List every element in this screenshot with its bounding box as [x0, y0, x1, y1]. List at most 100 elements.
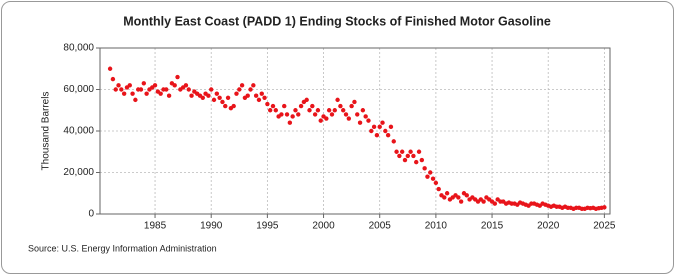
x-tick-label: 2010: [425, 221, 448, 232]
point: [158, 91, 163, 96]
point: [363, 114, 368, 119]
point: [425, 174, 430, 179]
point: [371, 124, 377, 130]
point: [411, 153, 416, 159]
point: [408, 149, 413, 154]
point: [346, 116, 352, 121]
point: [391, 139, 396, 144]
point: [394, 149, 399, 154]
point: [217, 95, 222, 101]
point: [422, 166, 427, 171]
point: [307, 108, 312, 113]
point: [355, 112, 360, 117]
point: [310, 103, 315, 109]
y-tick-label: 40,000: [63, 126, 94, 137]
y-tick-label: 20,000: [63, 167, 94, 178]
point: [419, 157, 425, 163]
source: Source: U.S. Energy Information Administ…: [28, 243, 217, 253]
point: [121, 91, 127, 96]
point: [304, 97, 309, 103]
point: [399, 149, 405, 154]
point: [223, 103, 228, 109]
point: [433, 180, 439, 186]
point: [225, 95, 231, 101]
point: [360, 108, 366, 113]
point: [253, 93, 259, 98]
point: [397, 153, 402, 159]
y-tick-label: 0: [88, 209, 94, 220]
x-tick-label: 2015: [481, 221, 504, 232]
point: [312, 112, 318, 117]
point: [267, 108, 273, 113]
point: [113, 87, 118, 92]
y-axis-label: Thousand Barrels: [41, 92, 52, 171]
point: [220, 99, 225, 105]
point: [293, 108, 298, 113]
point: [248, 87, 253, 92]
point: [234, 91, 239, 96]
point: [436, 186, 441, 192]
x-tick-label: 2005: [369, 221, 392, 232]
point: [259, 91, 264, 96]
point: [211, 97, 217, 103]
point: [385, 132, 391, 138]
point: [343, 112, 349, 117]
point: [273, 108, 279, 113]
point: [270, 103, 276, 109]
point: [251, 83, 256, 88]
point: [383, 128, 388, 134]
y-tick-label: 80,000: [63, 43, 94, 54]
frame: [1, 1, 674, 274]
point: [444, 191, 450, 196]
point: [279, 112, 284, 117]
x-tick-label: 1995: [256, 221, 279, 232]
point: [296, 112, 301, 117]
point: [341, 108, 346, 113]
plot-area: [99, 47, 611, 215]
point: [352, 99, 357, 105]
point: [315, 108, 321, 113]
point: [152, 83, 158, 88]
point: [298, 103, 304, 109]
point: [318, 118, 323, 123]
point: [374, 132, 380, 138]
point: [200, 95, 205, 101]
point: [442, 195, 447, 200]
point: [245, 93, 250, 98]
point: [369, 128, 374, 134]
point: [239, 83, 245, 88]
point: [349, 103, 354, 109]
y-tick-label: 60,000: [63, 84, 94, 95]
point: [172, 83, 177, 88]
point: [110, 76, 116, 82]
point: [262, 95, 267, 101]
point: [231, 103, 236, 109]
point: [214, 91, 220, 96]
point: [141, 81, 147, 86]
point: [602, 205, 607, 210]
point: [332, 108, 337, 113]
x-tick-label: 2020: [537, 221, 560, 232]
point: [329, 112, 335, 117]
point: [414, 159, 419, 165]
point: [380, 120, 385, 125]
point: [492, 201, 498, 206]
point: [166, 93, 172, 98]
point: [189, 93, 194, 98]
point: [456, 195, 461, 200]
point: [287, 120, 293, 125]
point: [430, 176, 436, 181]
x-tick-label: 1990: [200, 221, 223, 232]
point: [366, 118, 371, 123]
point: [481, 199, 486, 204]
point: [357, 120, 363, 125]
point: [206, 93, 211, 98]
x-tick-label: 2000: [312, 221, 335, 232]
point: [116, 83, 121, 88]
point: [282, 103, 287, 109]
point: [388, 124, 394, 130]
point: [133, 97, 138, 103]
point: [186, 87, 191, 92]
point: [402, 157, 408, 163]
